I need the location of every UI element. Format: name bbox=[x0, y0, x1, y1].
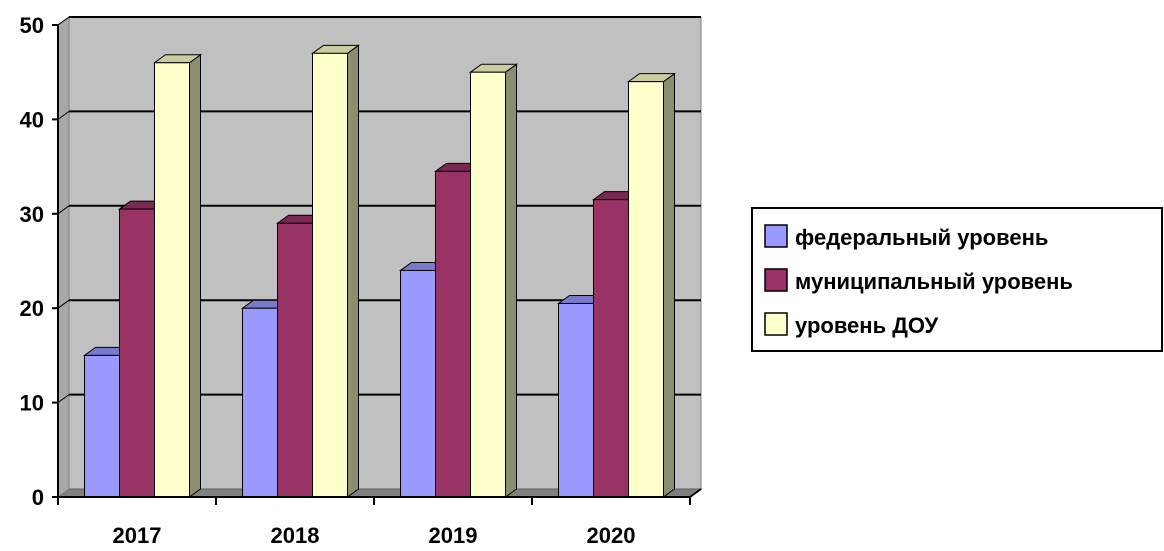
y-tick-label: 30 bbox=[20, 202, 44, 227]
legend: федеральный уровень муниципальный уровень… bbox=[751, 207, 1163, 352]
bar-front-face bbox=[242, 307, 278, 498]
legend-swatch bbox=[764, 268, 788, 292]
axes: 0 10 20 30 40 50 2017 2018 2019 2020 bbox=[20, 13, 702, 548]
bar-side-face bbox=[505, 63, 517, 498]
y-tick-label: 20 bbox=[20, 296, 44, 321]
bar-front-face bbox=[558, 302, 594, 498]
y-tick-label: 50 bbox=[20, 13, 44, 38]
gridline-side bbox=[57, 16, 70, 26]
bar-side-face bbox=[347, 44, 359, 498]
bar-front-face bbox=[119, 208, 155, 498]
legend-swatch bbox=[764, 312, 788, 336]
gridline-side bbox=[57, 394, 70, 404]
bar-side-face bbox=[189, 53, 201, 498]
x-tick-label: 2020 bbox=[587, 523, 636, 548]
bar-2017-3 bbox=[152, 53, 203, 498]
x-tick-label: 2017 bbox=[113, 523, 162, 548]
bar-front-face bbox=[154, 62, 190, 498]
plot-side-wall bbox=[57, 16, 70, 498]
bar-front-face bbox=[84, 354, 120, 498]
x-axis-end bbox=[689, 488, 702, 498]
bar-front-face bbox=[435, 170, 471, 498]
gridline-side bbox=[57, 299, 70, 309]
y-tick-label: 10 bbox=[20, 391, 44, 416]
legend-label: федеральный уровень bbox=[795, 225, 1048, 250]
y-tick-label: 0 bbox=[32, 485, 44, 510]
y-tick-label: 40 bbox=[20, 107, 44, 132]
legend-label: уровень ДОУ bbox=[795, 313, 938, 338]
legend-swatch bbox=[764, 224, 788, 248]
gridline-side bbox=[57, 110, 70, 120]
x-tick-label: 2019 bbox=[429, 523, 478, 548]
legend-box bbox=[751, 207, 1163, 352]
gridline-side bbox=[57, 205, 70, 215]
bar-front-face bbox=[312, 52, 348, 498]
bar-2020-3 bbox=[626, 72, 677, 498]
bar-side-face bbox=[663, 72, 675, 498]
bar-front-face bbox=[400, 269, 436, 498]
legend-label: муниципальный уровень bbox=[795, 269, 1073, 294]
bar-front-face bbox=[628, 81, 664, 498]
bar-2018-3 bbox=[310, 44, 361, 498]
bar-2019-3 bbox=[468, 63, 519, 498]
bar-front-face bbox=[593, 199, 629, 498]
bar-front-face bbox=[277, 222, 313, 498]
bars bbox=[82, 44, 677, 498]
bar-front-face bbox=[470, 71, 506, 498]
x-tick-label: 2018 bbox=[271, 523, 320, 548]
